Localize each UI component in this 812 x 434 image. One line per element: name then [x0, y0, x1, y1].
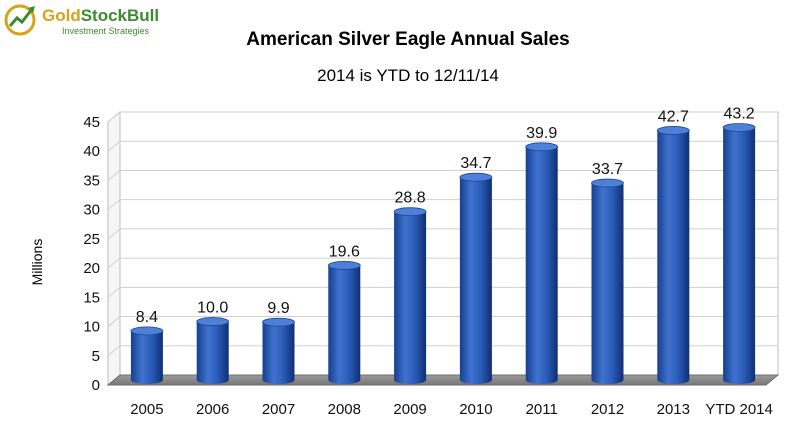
bull-icon [4, 4, 36, 36]
bar [262, 322, 295, 384]
chart-subtitle: 2014 is YTD to 12/11/14 [317, 66, 499, 85]
y-tick-label: 40 [83, 143, 100, 160]
chart-title: American Silver Eagle Annual Sales [246, 29, 570, 50]
bar-value-label: 42.7 [658, 108, 689, 125]
logo-tagline: Investment Strategies [62, 26, 150, 36]
svg-text:GoldStockBull: GoldStockBull [42, 6, 159, 25]
gridline-side [107, 345, 121, 357]
bar [591, 183, 624, 384]
bar-top [459, 172, 493, 182]
plot-area: 0 5 10 15 20 25 30 35 40 45 8.4 2005 10.0 2006 9.9 2007… [83, 106, 780, 418]
bar [328, 265, 361, 384]
bar-value-label: 8.4 [136, 309, 158, 326]
x-tick-label: 2011 [526, 401, 558, 418]
bar [723, 127, 756, 385]
bar-top [130, 326, 164, 336]
x-tick-label: YTD 2014 [705, 401, 773, 418]
bar [130, 330, 163, 384]
bar-top [393, 207, 427, 217]
bar-top [327, 261, 361, 270]
y-axis-label: Millions [29, 239, 45, 286]
gridline-side [107, 170, 121, 181]
y-tick-label: 35 [83, 172, 100, 189]
bar-top [525, 142, 559, 152]
bar-value-label: 28.8 [395, 190, 426, 207]
bar-value-label: 39.9 [526, 125, 557, 142]
x-tick-label: 2012 [591, 401, 624, 418]
y-tick-label: 15 [83, 289, 100, 306]
bar-top [656, 126, 690, 135]
gridline-side [107, 111, 121, 123]
bar [525, 146, 558, 384]
bar-value-label: 19.6 [329, 243, 360, 260]
gridline-side [107, 316, 121, 327]
y-tick-label: 45 [83, 114, 100, 131]
bar-value-label: 10.0 [197, 300, 228, 317]
bar [394, 211, 427, 384]
bar [657, 130, 690, 384]
bar [459, 177, 492, 384]
logo-brand-stockbull: StockBull [81, 6, 159, 25]
bar-top [722, 123, 756, 132]
x-tick-label: 2006 [196, 401, 229, 418]
y-tick-label: 30 [83, 202, 100, 219]
bar-value-label: 43.2 [724, 106, 755, 123]
bar-top [591, 178, 624, 188]
brand-logo: GoldStockBull Investment Strategies [4, 4, 159, 36]
bar-top [196, 317, 230, 326]
bar-value-label: 33.7 [592, 161, 623, 178]
gridline-side [107, 286, 121, 298]
x-tick-label: 2009 [393, 401, 426, 418]
x-tick-label: 2008 [328, 401, 361, 418]
side-wall [107, 110, 121, 387]
x-tick-label: 2010 [459, 401, 492, 418]
bar-top [262, 317, 295, 327]
y-tick-label: 20 [83, 260, 100, 277]
bar-value-label: 9.9 [267, 300, 289, 317]
gridline-side [107, 228, 121, 240]
x-tick-label: 2005 [130, 401, 163, 418]
gridline-side [107, 140, 121, 152]
x-tick-label: 2007 [262, 401, 295, 418]
y-tick-label: 10 [83, 319, 100, 336]
y-tick-label: 5 [92, 348, 100, 365]
bar [196, 321, 229, 384]
y-tick-label: 25 [83, 231, 100, 248]
x-tick-label: 2013 [657, 401, 690, 418]
gridline-side [107, 199, 121, 211]
bar-value-label: 34.7 [460, 155, 491, 172]
gridline-side [107, 257, 121, 269]
logo-brand-gold: Gold [42, 6, 81, 25]
y-tick-label: 0 [92, 377, 100, 394]
